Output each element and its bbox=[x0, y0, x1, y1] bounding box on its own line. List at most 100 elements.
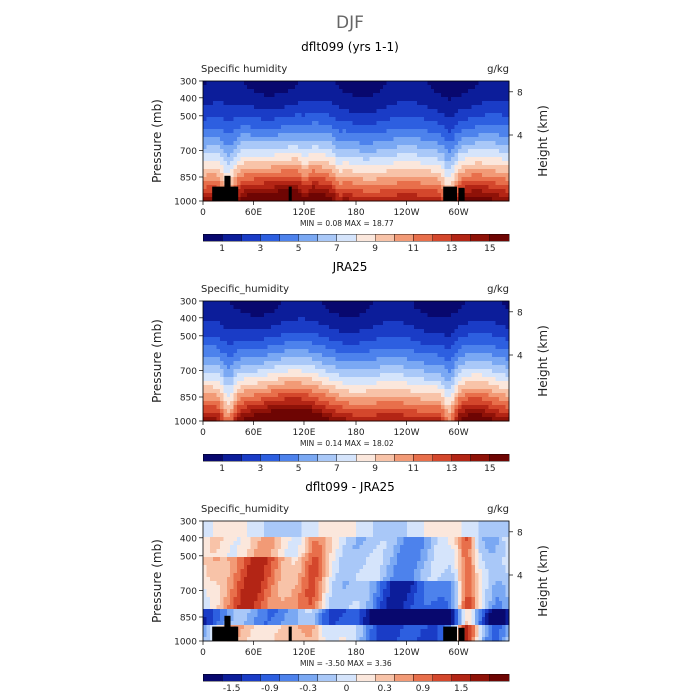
heatmap-cell bbox=[277, 341, 282, 346]
heatmap-cell bbox=[441, 101, 445, 106]
heatmap-cell bbox=[468, 101, 473, 106]
heatmap-cell bbox=[213, 397, 218, 402]
heatmap-cell bbox=[322, 145, 326, 150]
heatmap-cell bbox=[393, 117, 398, 122]
heatmap-cell bbox=[267, 321, 272, 326]
heatmap-cell bbox=[223, 97, 228, 102]
heatmap-cell bbox=[220, 373, 224, 378]
heatmap-cell bbox=[464, 373, 469, 378]
heatmap-cell bbox=[505, 317, 510, 322]
heatmap-cell bbox=[502, 321, 507, 326]
heatmap-cell bbox=[444, 149, 449, 154]
heatmap-cell bbox=[271, 153, 275, 158]
heatmap-cell bbox=[390, 377, 394, 382]
heatmap-cell bbox=[243, 81, 248, 86]
heatmap-cell bbox=[284, 385, 289, 390]
heatmap-cell bbox=[481, 321, 486, 326]
heatmap-cell bbox=[475, 393, 479, 398]
heatmap-cell bbox=[339, 317, 343, 322]
heatmap-cell bbox=[206, 113, 211, 118]
heatmap-cell bbox=[403, 89, 408, 94]
heatmap-cell bbox=[498, 97, 503, 102]
heatmap-cell bbox=[233, 385, 238, 390]
heatmap-cell bbox=[502, 93, 507, 98]
heatmap-cell bbox=[502, 349, 507, 354]
heatmap-cell bbox=[383, 381, 388, 386]
heatmap-cell bbox=[318, 381, 323, 386]
heatmap-cell bbox=[328, 337, 333, 342]
heatmap-cell bbox=[424, 133, 428, 138]
heatmap-cell bbox=[325, 153, 330, 158]
heatmap-cell bbox=[216, 113, 221, 118]
heatmap-cell bbox=[464, 97, 469, 102]
heatmap-cell bbox=[464, 93, 469, 98]
heatmap-cell bbox=[226, 157, 231, 162]
heatmap-cell bbox=[366, 133, 371, 138]
heatmap-cell bbox=[379, 189, 384, 194]
heatmap-cell bbox=[240, 333, 245, 338]
heatmap-cell bbox=[237, 381, 241, 386]
heatmap-cell bbox=[294, 337, 299, 342]
heatmap-cell bbox=[325, 85, 330, 90]
heatmap-cell bbox=[400, 121, 405, 126]
heatmap-cell bbox=[209, 341, 214, 346]
heatmap-cell bbox=[502, 189, 507, 194]
heatmap-cell bbox=[502, 317, 507, 322]
heatmap-cell bbox=[230, 349, 235, 354]
topography bbox=[212, 175, 465, 201]
heatmap-cell bbox=[325, 133, 330, 138]
heatmap-cell bbox=[366, 189, 371, 194]
heatmap-cell bbox=[362, 325, 367, 330]
heatmap-cell bbox=[240, 325, 245, 330]
heatmap-cell bbox=[206, 349, 211, 354]
heatmap-cell bbox=[254, 353, 258, 358]
heatmap-cell bbox=[369, 333, 374, 338]
heatmap-cell bbox=[447, 81, 452, 86]
heatmap-cell bbox=[393, 365, 398, 370]
heatmap-cell bbox=[359, 141, 364, 146]
heatmap-cell bbox=[447, 145, 452, 150]
heatmap-cell bbox=[257, 121, 262, 126]
heatmap-cell bbox=[407, 93, 411, 98]
heatmap-cell bbox=[498, 309, 503, 314]
heatmap-cell bbox=[400, 129, 405, 134]
heatmap-cell bbox=[233, 101, 238, 106]
heatmap-cell bbox=[505, 181, 510, 186]
heatmap-cell bbox=[356, 113, 360, 118]
heatmap-cell bbox=[403, 353, 408, 358]
heatmap-cell bbox=[413, 97, 418, 102]
heatmap-cell bbox=[420, 397, 425, 402]
heatmap-cell bbox=[257, 161, 262, 166]
heatmap-cell bbox=[471, 341, 476, 346]
heatmap-cell bbox=[332, 89, 337, 94]
heatmap-cell bbox=[386, 309, 391, 314]
heatmap-cell bbox=[424, 357, 428, 362]
heatmap-cell bbox=[322, 197, 326, 202]
heatmap-cell bbox=[410, 365, 415, 370]
heatmap-cell bbox=[216, 93, 221, 98]
heatmap-cell bbox=[386, 81, 391, 86]
heatmap-cell bbox=[410, 125, 415, 130]
heatmap-cell bbox=[237, 165, 241, 170]
heatmap-cell bbox=[471, 113, 476, 118]
heatmap-cell bbox=[417, 385, 422, 390]
heatmap-cell bbox=[345, 161, 350, 166]
heatmap-cell bbox=[339, 389, 343, 394]
heatmap-cell bbox=[400, 125, 405, 130]
heatmap-cell bbox=[451, 145, 456, 150]
heatmap-cell bbox=[349, 389, 354, 394]
heatmap-cell bbox=[223, 313, 228, 318]
heatmap-cell bbox=[216, 145, 221, 150]
heatmap-cell bbox=[386, 361, 391, 366]
heatmap-cell bbox=[379, 173, 384, 178]
heatmap-cell bbox=[288, 165, 292, 170]
heatmap-cell bbox=[403, 313, 408, 318]
heatmap-cell bbox=[434, 321, 439, 326]
heatmap-cell bbox=[264, 153, 269, 158]
heatmap-cell bbox=[376, 301, 381, 306]
heatmap-cell bbox=[403, 337, 408, 342]
heatmap-cell bbox=[226, 373, 231, 378]
heatmap-cell bbox=[328, 357, 333, 362]
heatmap-cell bbox=[400, 169, 405, 174]
heatmap-cell bbox=[393, 337, 398, 342]
